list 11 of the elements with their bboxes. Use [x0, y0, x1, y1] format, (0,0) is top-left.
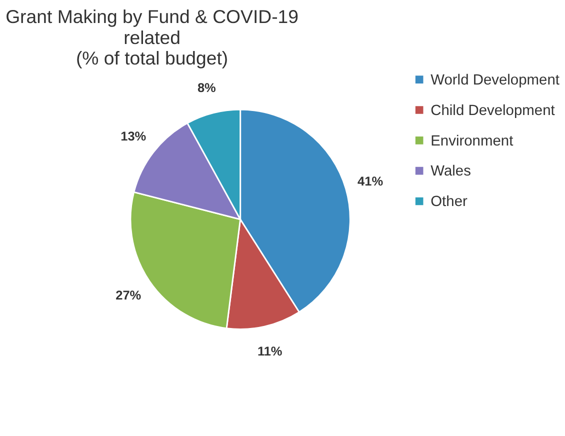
chart-title: Grant Making by Fund & COVID-19 related (% of total budget)	[6, 6, 299, 68]
legend-label: Child Development	[430, 102, 555, 119]
legend-label: Environment	[430, 133, 514, 150]
legend-label: Wales	[430, 164, 471, 180]
data-label: 41%	[358, 174, 384, 189]
legend-label: Other	[430, 194, 468, 210]
legend-label: World Development	[430, 72, 560, 89]
data-label: 27%	[116, 287, 142, 302]
data-label: 13%	[120, 128, 146, 144]
data-label: 8%	[197, 80, 216, 96]
data-label: 11%	[257, 343, 282, 358]
